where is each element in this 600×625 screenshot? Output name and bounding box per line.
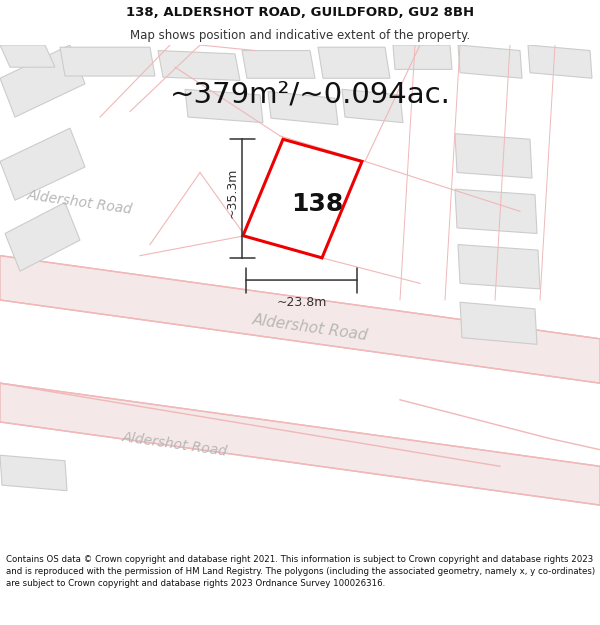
Text: Map shows position and indicative extent of the property.: Map shows position and indicative extent… — [130, 29, 470, 42]
Polygon shape — [0, 383, 600, 505]
Text: Contains OS data © Crown copyright and database right 2021. This information is : Contains OS data © Crown copyright and d… — [6, 555, 595, 588]
Polygon shape — [0, 455, 67, 491]
Polygon shape — [455, 134, 532, 178]
Text: 138, ALDERSHOT ROAD, GUILDFORD, GU2 8BH: 138, ALDERSHOT ROAD, GUILDFORD, GU2 8BH — [126, 6, 474, 19]
Text: ~23.8m: ~23.8m — [277, 296, 326, 309]
Polygon shape — [243, 139, 362, 258]
Polygon shape — [318, 48, 390, 78]
Polygon shape — [393, 45, 452, 69]
Text: ~379m²/~0.094ac.: ~379m²/~0.094ac. — [170, 81, 451, 109]
Polygon shape — [458, 244, 540, 289]
Polygon shape — [342, 89, 403, 122]
Polygon shape — [185, 89, 263, 122]
Polygon shape — [0, 45, 85, 117]
Polygon shape — [455, 189, 537, 234]
Text: 138: 138 — [292, 192, 344, 216]
Polygon shape — [0, 128, 85, 200]
Text: Aldershot Road: Aldershot Road — [251, 312, 369, 343]
Polygon shape — [60, 48, 155, 76]
Polygon shape — [242, 51, 315, 78]
Polygon shape — [158, 51, 240, 81]
Polygon shape — [0, 45, 55, 67]
Text: Aldershot Road: Aldershot Road — [26, 188, 134, 217]
Polygon shape — [528, 45, 592, 78]
Polygon shape — [458, 45, 522, 78]
Polygon shape — [268, 92, 338, 125]
Text: ~35.3m: ~35.3m — [226, 168, 239, 218]
Polygon shape — [5, 202, 80, 271]
Polygon shape — [0, 256, 600, 383]
Polygon shape — [460, 302, 537, 344]
Text: Aldershot Road: Aldershot Road — [121, 430, 229, 459]
